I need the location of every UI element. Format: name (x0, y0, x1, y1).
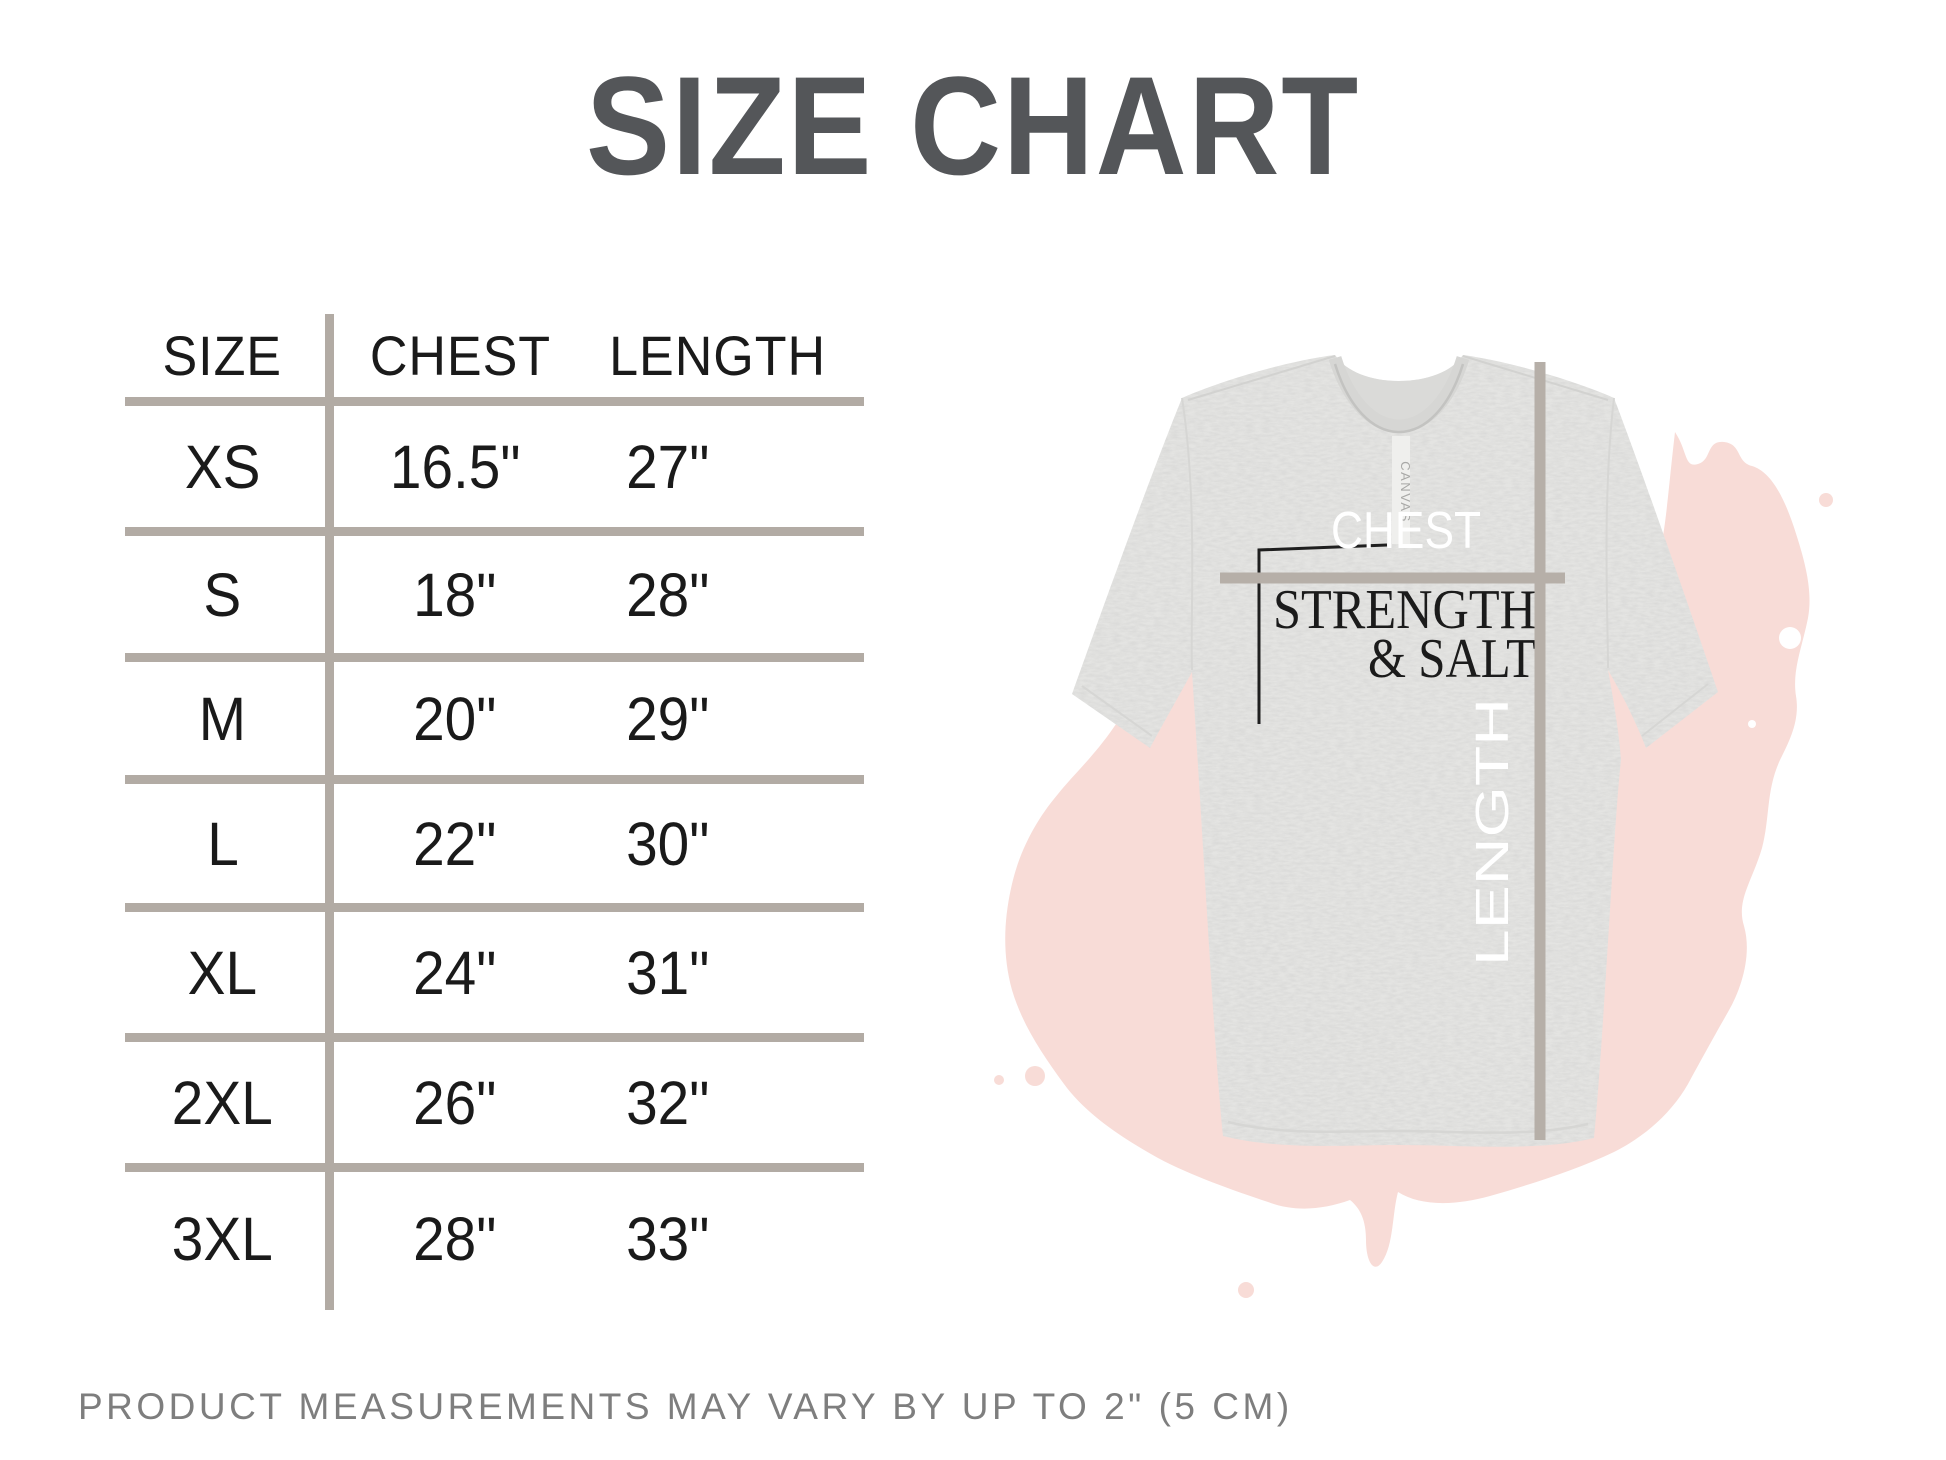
length-value: 27" (626, 433, 710, 501)
shirt-print: STRENGTH & SALT (1257, 543, 1536, 724)
size-value: L (206, 810, 239, 878)
print-line2: & SALT (1368, 628, 1536, 690)
collar-band (1328, 356, 1470, 433)
table-row: 3XL 28" 33" (0, 1168, 946, 1310)
header-size: SIZE (162, 324, 283, 387)
table-row: XS 16.5" 27" (0, 402, 946, 532)
table-row: S 18" 28" (0, 532, 946, 658)
chest-value: 20" (413, 685, 497, 753)
table-rule (125, 775, 864, 784)
measurement-disclaimer: PRODUCT MEASUREMENTS MAY VARY BY UP TO 2… (78, 1386, 1293, 1427)
table-rule (125, 1033, 864, 1042)
hem-stitch (1227, 1120, 1589, 1134)
collar-seam (1333, 363, 1465, 434)
chest-value: 24" (413, 939, 497, 1007)
length-value: 31" (626, 939, 710, 1007)
table-rule (125, 1163, 864, 1172)
table-column-divider (325, 314, 334, 1310)
table-rule (125, 653, 864, 662)
page-title: SIZE CHART (586, 47, 1360, 204)
table-rule (125, 903, 864, 912)
length-value: 29" (626, 685, 710, 753)
size-value: S (203, 561, 242, 629)
table-rule (125, 527, 864, 536)
neck-label-text: CANVAS (1398, 461, 1413, 523)
armhole-seam-left (1181, 397, 1194, 671)
chest-value: 22" (413, 810, 497, 878)
chest-value: 18" (413, 561, 497, 629)
cuff-seam-left (1081, 685, 1153, 737)
size-value: 2XL (172, 1069, 273, 1137)
table-row: XL 24" 31" (0, 908, 946, 1038)
chest-value: 16.5" (389, 433, 521, 501)
size-table: SIZE CHEST LENGTH XS 16.5" 27" S 18" 28" (0, 0, 946, 1460)
table-rule (125, 397, 864, 406)
size-value: M (198, 685, 247, 753)
neck-label-strip (1392, 436, 1410, 544)
chest-value: 26" (413, 1069, 497, 1137)
length-label: LENGTH (1466, 698, 1518, 966)
header-chest: CHEST (369, 324, 551, 387)
measurement-annotations: CHEST LENGTH (1220, 362, 1565, 1140)
print-bracket (1257, 543, 1388, 724)
length-value: 33" (626, 1205, 710, 1273)
table-header-row: SIZE CHEST LENGTH (0, 314, 946, 397)
size-value: 3XL (172, 1205, 273, 1273)
length-value: 30" (626, 810, 710, 878)
shoulder-seam-left (1187, 355, 1336, 401)
table-row: L 22" 30" (0, 780, 946, 908)
header-length: LENGTH (609, 324, 827, 387)
chest-label: CHEST (1331, 502, 1481, 560)
length-value: 32" (626, 1069, 710, 1137)
size-value: XS (184, 433, 261, 501)
armhole-seam-right (1605, 397, 1615, 669)
print-line1: STRENGTH (1273, 579, 1536, 641)
tshirt-illustration: CANVAS STRENGTH & SALT CHEST LENGTH (994, 355, 1833, 1298)
length-value: 28" (626, 561, 710, 629)
size-value: XL (187, 939, 258, 1007)
table-row: M 20" 29" (0, 658, 946, 780)
table-row: 2XL 26" 32" (0, 1038, 946, 1168)
chest-value: 28" (413, 1205, 497, 1273)
cuff-seam-right (1641, 683, 1709, 737)
